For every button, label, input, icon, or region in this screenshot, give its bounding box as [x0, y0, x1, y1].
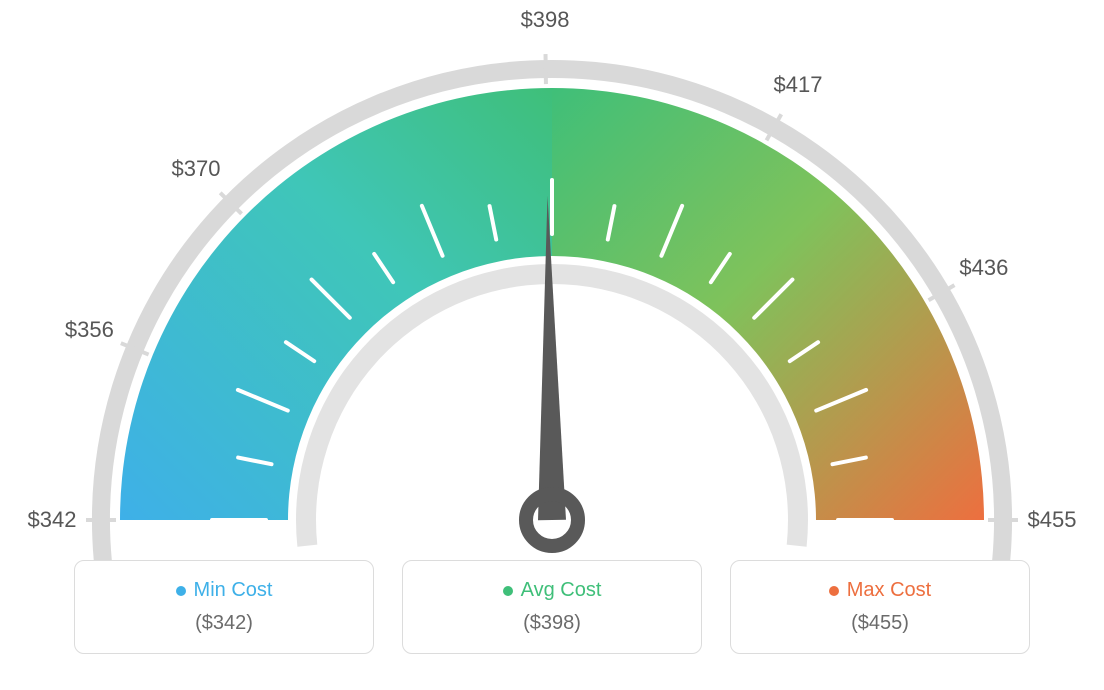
legend-max-label: Max Cost	[847, 579, 931, 602]
gauge-tick-label: $356	[65, 317, 114, 343]
legend-row: Min Cost ($342) Avg Cost ($398) Max Cost…	[0, 560, 1104, 654]
legend-max-value: ($455)	[851, 612, 909, 635]
dot-avg	[503, 586, 513, 596]
dot-max	[829, 586, 839, 596]
legend-avg-value: ($398)	[523, 612, 581, 635]
gauge-svg	[0, 0, 1104, 560]
gauge-tick-label: $436	[959, 255, 1008, 281]
gauge-tick-label: $417	[773, 72, 822, 98]
gauge-tick-label: $370	[172, 156, 221, 182]
gauge-tick-label: $398	[521, 7, 570, 33]
legend-card-max: Max Cost ($455)	[730, 560, 1030, 654]
legend-min-label: Min Cost	[194, 579, 273, 602]
cost-gauge-chart: $342 $356 $370 $398 $417 $436 $455	[0, 0, 1104, 560]
gauge-tick-label: $455	[1028, 507, 1077, 533]
legend-card-avg: Avg Cost ($398)	[402, 560, 702, 654]
dot-min	[176, 586, 186, 596]
legend-card-min: Min Cost ($342)	[74, 560, 374, 654]
legend-min-value: ($342)	[195, 612, 253, 635]
legend-avg-label: Avg Cost	[521, 579, 602, 602]
gauge-tick-label: $342	[28, 507, 77, 533]
